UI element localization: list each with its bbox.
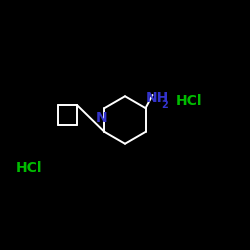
Text: HCl: HCl [176, 94, 202, 108]
Text: N: N [96, 110, 107, 124]
Text: NH: NH [146, 90, 169, 104]
Text: HCl: HCl [16, 160, 42, 174]
Text: 2: 2 [162, 100, 168, 110]
